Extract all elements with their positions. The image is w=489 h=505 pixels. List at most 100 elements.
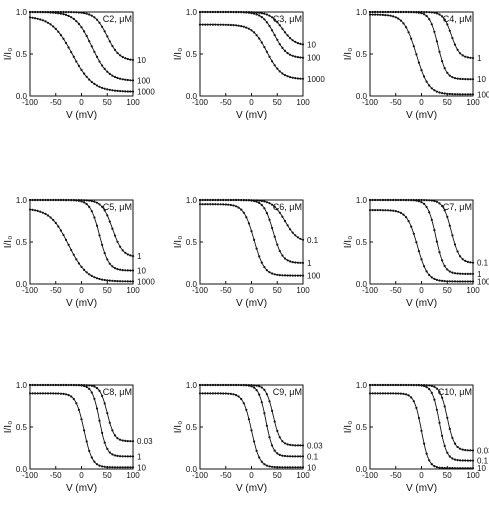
data-point [247, 11, 250, 14]
data-point [206, 23, 209, 26]
data-point [389, 209, 392, 212]
data-point [235, 198, 238, 202]
data-point [62, 10, 65, 14]
data-point [271, 409, 274, 412]
data-point [376, 392, 379, 395]
data-point [260, 199, 263, 203]
data-point [131, 455, 135, 458]
data-point [95, 387, 99, 390]
data-point [443, 92, 446, 95]
data-point [466, 56, 469, 59]
data-point [265, 464, 268, 467]
data-point [129, 58, 132, 61]
data-point [397, 383, 400, 387]
data-point [461, 459, 464, 462]
data-point [240, 397, 243, 401]
data-point [41, 198, 45, 202]
data-point [116, 466, 119, 469]
data-point [435, 408, 438, 411]
data-point [116, 454, 119, 457]
chart-title: C6, μM [273, 202, 302, 212]
data-point [438, 390, 441, 393]
data-point [49, 23, 52, 26]
data-point [301, 455, 305, 458]
data-point [222, 23, 225, 26]
data-point [381, 198, 384, 202]
data-point [417, 416, 420, 420]
data-point [240, 208, 243, 211]
data-point [240, 199, 243, 202]
data-point [80, 26, 83, 29]
data-point [469, 93, 472, 96]
data-point [453, 280, 457, 283]
chart-panel: -100 -50 0 50 100 0.0 0.5 1.0 C3, μM V (mV) I/I₀ 10… [173, 8, 325, 121]
data-point [52, 392, 55, 395]
data-point [392, 383, 395, 387]
series-label: 1000 [137, 88, 155, 97]
data-point [67, 14, 70, 17]
data-point [379, 10, 382, 14]
data-point [106, 447, 109, 450]
data-point [101, 465, 104, 468]
data-point [464, 459, 467, 462]
data-point [466, 449, 469, 452]
data-point [291, 76, 294, 79]
data-point [44, 11, 47, 14]
data-point [83, 199, 86, 202]
data-point [283, 219, 287, 223]
data-point [227, 10, 230, 14]
data-point [106, 35, 109, 38]
data-point [381, 13, 384, 16]
data-point [258, 393, 261, 396]
data-point [384, 198, 387, 202]
data-point [59, 34, 63, 37]
data-point [433, 11, 436, 14]
series-label: 1 [137, 452, 142, 461]
data-point [129, 79, 132, 82]
data-point [106, 214, 109, 217]
data-point [301, 43, 305, 46]
data-point [299, 42, 302, 46]
data-point [70, 16, 73, 19]
data-point [394, 10, 397, 14]
data-point [83, 72, 86, 75]
y-axis-label: I/I₀ [173, 421, 184, 434]
data-point [425, 386, 428, 389]
data-point [83, 30, 86, 33]
data-point [371, 209, 374, 212]
data-point [129, 455, 132, 458]
data-point [423, 384, 426, 388]
data-point [281, 27, 284, 30]
data-point [296, 77, 299, 80]
data-point [235, 205, 238, 208]
x-tick-label: 0 [249, 471, 254, 480]
data-point [271, 444, 274, 447]
data-point [46, 21, 50, 24]
data-point [80, 11, 83, 14]
data-point [54, 221, 57, 225]
data-point [214, 392, 217, 395]
data-point [93, 276, 96, 279]
data-point [229, 383, 232, 387]
data-point [70, 11, 73, 14]
data-point [224, 392, 227, 395]
data-point [57, 30, 60, 33]
data-point [108, 451, 111, 454]
data-point [263, 12, 266, 15]
data-point [278, 70, 281, 73]
x-axis-label: V (mV) [406, 298, 437, 309]
data-point [28, 208, 32, 211]
data-point [428, 273, 431, 277]
data-point [126, 253, 129, 256]
data-point [85, 440, 88, 443]
data-point [250, 12, 253, 15]
data-point [36, 209, 39, 212]
data-point [283, 466, 287, 469]
data-point [265, 269, 268, 272]
data-point [46, 11, 50, 14]
data-point [273, 466, 276, 469]
data-point [438, 13, 441, 16]
data-point [420, 201, 423, 204]
data-point [276, 208, 279, 211]
data-point [448, 92, 451, 96]
